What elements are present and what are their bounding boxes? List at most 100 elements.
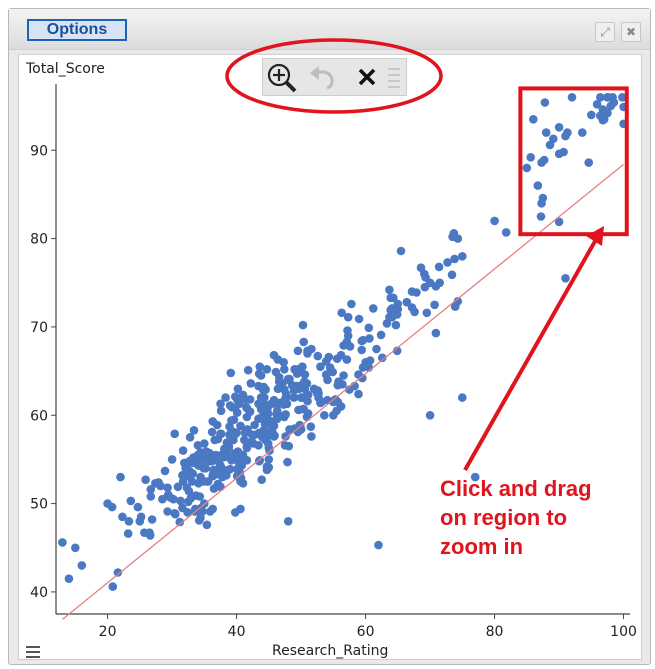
data-point [107,502,117,512]
data-point [320,411,329,420]
data-point [313,351,323,361]
data-point [205,456,214,466]
zoom-highlight-box [518,86,629,237]
data-point [147,515,157,524]
data-point [236,504,245,514]
chart-axes [51,84,630,619]
data-point [145,528,154,537]
data-point [307,344,316,354]
data-point [272,406,282,416]
data-point [259,382,269,392]
data-point [392,346,402,356]
data-point [290,365,299,374]
data-point [283,517,293,526]
x-tick-label: 60 [357,624,375,640]
undo-icon[interactable] [305,61,339,93]
data-point [281,389,291,399]
data-point [357,345,367,355]
data-point [450,254,459,264]
y-tick-label: 40 [30,585,48,601]
data-point [221,393,230,402]
annotation-line: on region to [440,505,568,530]
data-point [421,273,430,282]
data-point [196,472,205,482]
data-point [173,482,183,492]
data-point [293,346,303,356]
data-point [526,153,535,162]
menu-icon[interactable] [385,61,403,93]
y-tick-label: 60 [30,408,48,424]
data-point [244,438,254,447]
data-point [396,246,406,256]
data-point [201,464,210,473]
data-point [269,350,279,360]
data-point [358,335,368,345]
data-point [337,308,347,318]
data-point [298,393,307,402]
data-point [180,458,189,468]
data-point [186,494,196,503]
data-point [420,282,430,292]
expand-icon[interactable]: ⤢ [595,22,615,42]
data-point [264,443,274,453]
data-point [313,386,323,395]
data-point [255,362,265,372]
data-point [257,475,267,485]
scatter-points [58,93,628,591]
data-point [539,155,549,165]
reset-icon[interactable] [351,61,385,93]
data-point [298,362,307,372]
data-point [203,477,213,486]
data-point [260,393,269,402]
data-point [554,123,564,132]
data-point [218,452,227,462]
data-point [598,105,608,114]
data-point [216,399,225,409]
data-point [232,408,242,417]
data-point [154,478,163,487]
data-point [257,412,267,422]
data-point [136,512,146,522]
data-point [279,400,289,409]
zoom-in-icon[interactable] [265,61,299,93]
data-point [378,353,387,363]
data-point [584,158,593,167]
data-point [316,362,325,372]
data-point [222,471,231,480]
data-point [529,115,538,124]
data-point [234,458,244,468]
data-point [233,384,243,394]
close-icon[interactable]: ✖ [621,22,641,42]
data-point [77,561,87,570]
data-point [242,456,252,465]
data-point [283,374,293,384]
data-point [234,399,244,409]
data-point [561,131,570,141]
data-point [300,384,310,394]
data-point [618,93,627,102]
data-point [216,406,226,416]
data-point [226,368,236,378]
data-point [347,299,356,309]
data-point [323,395,332,405]
data-point [194,516,204,525]
panel-menu-icon[interactable] [26,646,40,658]
data-point [302,412,312,422]
data-point [258,433,267,442]
data-point [213,434,223,444]
data-point [113,568,123,577]
annotation-arrow [463,226,604,471]
data-point [118,512,127,522]
data-point [447,270,457,280]
data-point [431,282,441,291]
data-point [178,477,188,486]
data-point [205,507,215,516]
options-button[interactable]: Options [27,19,127,41]
data-point [220,444,229,454]
data-point [450,302,460,311]
data-point [167,455,177,464]
data-point [561,274,570,283]
data-point [587,110,596,120]
data-point [354,314,364,324]
